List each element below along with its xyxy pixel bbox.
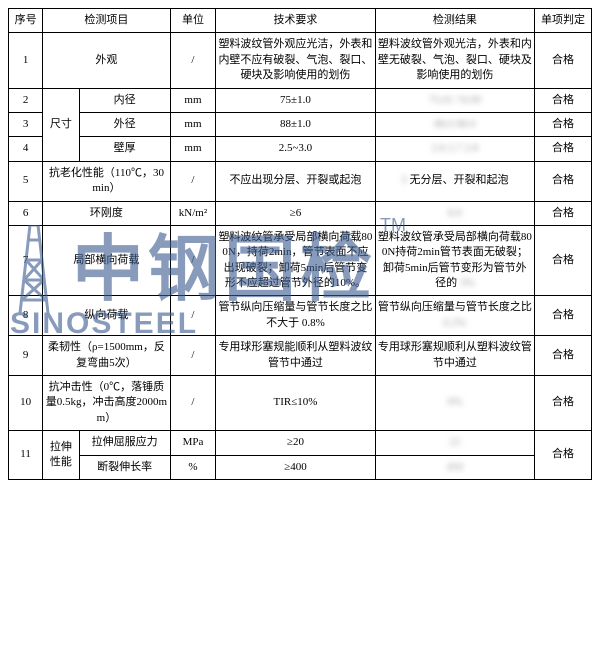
cell-verdict: 合格: [535, 88, 592, 112]
table-row: 5抗老化性能（110℃，30min）/不应出现分层、开裂或起泡3 无分层、开裂和…: [9, 161, 592, 201]
cell-item-group: 拉伸性能: [43, 431, 79, 480]
cell-tech: 2.5~3.0: [216, 137, 375, 161]
cell-verdict: 合格: [535, 33, 592, 88]
table-row: 11拉伸性能拉伸屈服应力MPa≥2022合格: [9, 431, 592, 455]
cell-unit: mm: [170, 137, 216, 161]
table-row: 1外观/塑料波纹管外观应光洁，外表和内壁不应有破裂、气泡、裂口、硬块及影响使用的…: [9, 33, 592, 88]
cell-item: 环刚度: [43, 201, 171, 225]
cell-item: 外观: [43, 33, 171, 88]
cell-item: 内径: [79, 88, 170, 112]
cell-verdict: 合格: [535, 376, 592, 431]
cell-unit: /: [170, 33, 216, 88]
table-row: 10抗冲击性（0℃，落锤质量0.5kg，冲击高度2000mm）/TIR≤10%0…: [9, 376, 592, 431]
cell-tech: 塑料波纹管外观应光洁，外表和内壁不应有破裂、气泡、裂口、硬块及影响使用的划伤: [216, 33, 375, 88]
cell-verdict: 合格: [535, 431, 592, 480]
table-row: 4 壁厚mm2.5~3.02.6 2.7 2.8合格: [9, 137, 592, 161]
header-unit: 单位: [170, 9, 216, 33]
cell-item: 纵向荷载: [43, 296, 171, 336]
header-seq: 序号: [9, 9, 43, 33]
inspection-table: 序号 检测项目 单位 技术要求 检测结果 单项判定 1外观/塑料波纹管外观应光洁…: [8, 8, 592, 480]
cell-verdict: 合格: [535, 112, 592, 136]
cell-item-group: 尺寸: [43, 88, 79, 161]
cell-seq: 3: [9, 112, 43, 136]
cell-seq: 7: [9, 225, 43, 296]
cell-seq: 4: [9, 137, 43, 161]
cell-seq: 5: [9, 161, 43, 201]
cell-verdict: 合格: [535, 161, 592, 201]
cell-tech: ≥6: [216, 201, 375, 225]
cell-tech: 不应出现分层、开裂或起泡: [216, 161, 375, 201]
header-tech: 技术要求: [216, 9, 375, 33]
cell-result: 专用球形塞规顺利从塑料波纹管节中通过: [375, 336, 534, 376]
cell-unit: mm: [170, 112, 216, 136]
cell-result: 75.01 74.99: [375, 88, 534, 112]
cell-result: 塑料波纹管外观光洁，外表和内壁无破裂、气泡、裂口、硬块及影响使用的划伤: [375, 33, 534, 88]
cell-verdict: 合格: [535, 336, 592, 376]
cell-verdict: 合格: [535, 137, 592, 161]
header-row: 序号 检测项目 单位 技术要求 检测结果 单项判定: [9, 9, 592, 33]
table-row: 6环刚度kN/m²≥68.0合格: [9, 201, 592, 225]
cell-seq: 2: [9, 88, 43, 112]
cell-unit: mm: [170, 88, 216, 112]
cell-result: 22: [375, 431, 534, 455]
cell-seq: 1: [9, 33, 43, 88]
cell-result: 8.0: [375, 201, 534, 225]
cell-unit: kN/m²: [170, 201, 216, 225]
cell-result: 3 无分层、开裂和起泡: [375, 161, 534, 201]
table-row: 9柔韧性（ρ=1500mm，反复弯曲5次）/专用球形塞规能顺利从塑料波纹管节中通…: [9, 336, 592, 376]
cell-tech: 管节纵向压缩量与管节长度之比不大于 0.8%: [216, 296, 375, 336]
table-row: 3 外径mm88±1.088.0 88.0合格: [9, 112, 592, 136]
cell-result: 88.0 88.0: [375, 112, 534, 136]
cell-tech: 88±1.0: [216, 112, 375, 136]
cell-item: 局部横向荷载: [43, 225, 171, 296]
cell-tech: ≥400: [216, 455, 375, 479]
table-row: 2尺寸内径mm75±1.075.01 74.99合格: [9, 88, 592, 112]
cell-unit: /: [170, 296, 216, 336]
cell-tech: 75±1.0: [216, 88, 375, 112]
cell-result: 0%: [375, 376, 534, 431]
table-row: 断裂伸长率%≥400450: [9, 455, 592, 479]
cell-unit: MPa: [170, 431, 216, 455]
cell-seq: 9: [9, 336, 43, 376]
cell-tech: ≥20: [216, 431, 375, 455]
cell-verdict: 合格: [535, 225, 592, 296]
cell-item: 壁厚: [79, 137, 170, 161]
cell-item: 抗冲击性（0℃，落锤质量0.5kg，冲击高度2000mm）: [43, 376, 171, 431]
cell-item: 抗老化性能（110℃，30min）: [43, 161, 171, 201]
cell-result: 塑料波纹管承受局部横向荷载800N持荷2min管节表面无破裂；卸荷5min后管节…: [375, 225, 534, 296]
table-body: 1外观/塑料波纹管外观应光洁，外表和内壁不应有破裂、气泡、裂口、硬块及影响使用的…: [9, 33, 592, 480]
cell-result: 450: [375, 455, 534, 479]
cell-result: 管节纵向压缩量与管节长度之比 0.2%: [375, 296, 534, 336]
header-result: 检测结果: [375, 9, 534, 33]
cell-unit: /: [170, 161, 216, 201]
cell-unit: %: [170, 455, 216, 479]
cell-result: 2.6 2.7 2.8: [375, 137, 534, 161]
cell-tech: 塑料波纹管承受局部横向荷载800N，持荷2min，管节表面不应出现破裂；卸荷5m…: [216, 225, 375, 296]
cell-unit: /: [170, 225, 216, 296]
cell-tech: 专用球形塞规能顺利从塑料波纹管节中通过: [216, 336, 375, 376]
cell-verdict: 合格: [535, 201, 592, 225]
header-item: 检测项目: [43, 9, 171, 33]
cell-unit: /: [170, 376, 216, 431]
cell-seq: 8: [9, 296, 43, 336]
table-row: 7局部横向荷载/塑料波纹管承受局部横向荷载800N，持荷2min，管节表面不应出…: [9, 225, 592, 296]
cell-unit: /: [170, 336, 216, 376]
cell-item: 断裂伸长率: [79, 455, 170, 479]
cell-seq: 6: [9, 201, 43, 225]
cell-seq: 11: [9, 431, 43, 480]
cell-item: 柔韧性（ρ=1500mm，反复弯曲5次）: [43, 336, 171, 376]
cell-item: 外径: [79, 112, 170, 136]
cell-seq: 10: [9, 376, 43, 431]
cell-tech: TIR≤10%: [216, 376, 375, 431]
cell-item: 拉伸屈服应力: [79, 431, 170, 455]
header-verdict: 单项判定: [535, 9, 592, 33]
table-row: 8纵向荷载/管节纵向压缩量与管节长度之比不大于 0.8%管节纵向压缩量与管节长度…: [9, 296, 592, 336]
cell-verdict: 合格: [535, 296, 592, 336]
